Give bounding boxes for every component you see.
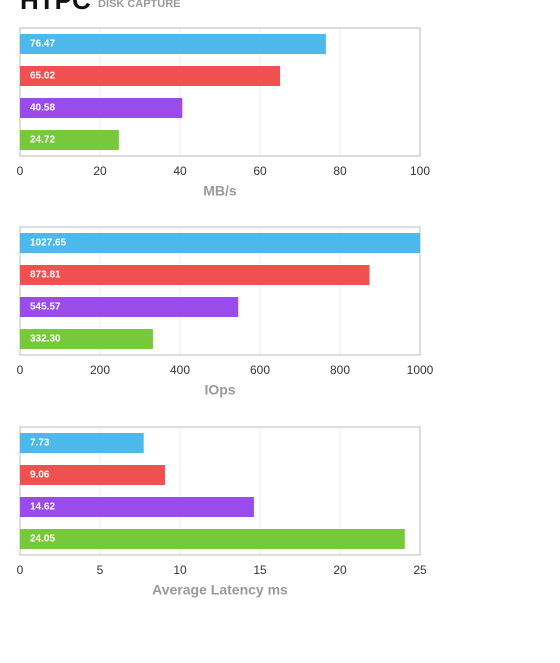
- plot-frame: [19, 27, 421, 157]
- x-tick-label: 25: [413, 563, 427, 577]
- x-tick-label: 1000: [407, 363, 434, 377]
- bar: [20, 66, 281, 86]
- x-tick-label: 800: [330, 363, 350, 377]
- value-label: 1027.65: [30, 238, 67, 249]
- value-label: 40.58: [30, 103, 55, 114]
- x-axis-label: Average Latency ms: [152, 582, 288, 598]
- x-tick-label: 0: [17, 164, 24, 178]
- page-subtitle: DISK CAPTURE: [98, 0, 181, 10]
- x-tick-label: 600: [250, 363, 270, 377]
- bar: [20, 297, 239, 317]
- plot-frame: [19, 426, 421, 556]
- x-tick-label: 0: [17, 563, 24, 577]
- x-tick-label: 400: [170, 363, 190, 377]
- value-label: 545.57: [30, 302, 61, 313]
- bar: [20, 529, 405, 549]
- x-tick-label: 100: [410, 164, 430, 178]
- value-label: 76.47: [30, 39, 55, 50]
- bar: [20, 265, 370, 285]
- x-tick-label: 20: [93, 164, 107, 178]
- value-label: 14.62: [30, 502, 55, 513]
- value-label: 65.02: [30, 71, 55, 82]
- value-label: 7.73: [30, 438, 50, 449]
- bar: [20, 465, 165, 485]
- bars: [20, 34, 326, 150]
- x-axis-label: MB/s: [203, 183, 237, 199]
- x-tick-label: 20: [333, 563, 347, 577]
- bar: [20, 233, 420, 253]
- x-tick-label: 40: [173, 164, 187, 178]
- value-label: 873.81: [30, 270, 61, 281]
- bars: [20, 233, 420, 349]
- x-tick-label: 80: [333, 164, 347, 178]
- x-tick-label: 5: [97, 563, 104, 577]
- x-tick-label: 200: [90, 363, 110, 377]
- bars: [20, 433, 405, 549]
- bar: [20, 130, 119, 150]
- bar: [20, 433, 144, 453]
- x-tick-label: 15: [253, 563, 267, 577]
- value-label: 332.30: [30, 334, 61, 345]
- page-title: HTPC: [20, 0, 91, 15]
- bar: [20, 34, 326, 54]
- bar: [20, 98, 183, 118]
- x-tick-label: 60: [253, 164, 267, 178]
- x-tick-label: 10: [173, 563, 187, 577]
- value-label: 24.05: [30, 534, 55, 545]
- bar: [20, 497, 254, 517]
- bar: [20, 329, 153, 349]
- x-tick-label: 0: [17, 363, 24, 377]
- value-label: 24.72: [30, 135, 55, 146]
- value-label: 9.06: [30, 470, 50, 481]
- x-axis-label: IOps: [204, 382, 235, 398]
- plot-frame: [19, 226, 421, 356]
